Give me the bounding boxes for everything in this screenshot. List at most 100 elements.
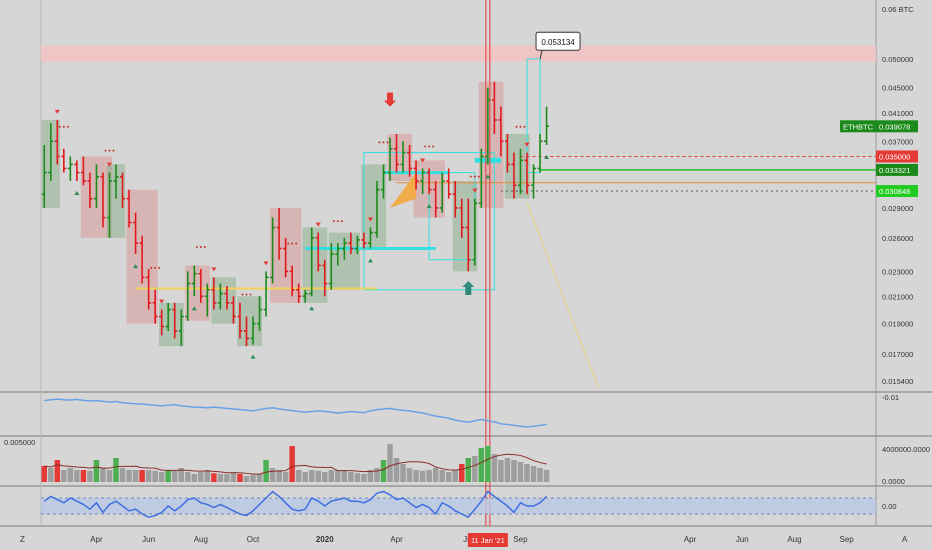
price-tick-label: 0.041000 xyxy=(882,109,913,118)
up-triangle xyxy=(133,264,139,269)
corner-right: A xyxy=(902,535,908,544)
volume-bar xyxy=(374,468,380,482)
time-tick-label: Aug xyxy=(194,535,208,544)
volume-bar xyxy=(185,472,191,482)
up-triangle xyxy=(250,354,256,359)
symbol-tag xyxy=(840,120,876,133)
price-tag xyxy=(876,163,918,176)
price-tag xyxy=(876,150,918,163)
volume-bar xyxy=(380,460,387,482)
price-tick-label: 0.050000 xyxy=(882,55,913,64)
down-triangle xyxy=(106,162,112,167)
time-highlight xyxy=(467,533,508,547)
volume-bar xyxy=(485,446,491,482)
wedge xyxy=(390,172,417,208)
rsi-tick-label: -0.01 xyxy=(882,393,899,402)
cyan-box xyxy=(363,152,495,291)
time-tick-label: Apr xyxy=(684,535,697,544)
volume-bar xyxy=(67,468,74,482)
volume-bar xyxy=(459,464,465,482)
time-tick-label: Jun xyxy=(736,535,749,544)
down-triangle xyxy=(524,142,530,147)
signal-dot xyxy=(473,175,476,178)
swing-box xyxy=(211,277,237,324)
volume-bar xyxy=(198,472,204,482)
signal-dot xyxy=(291,242,294,245)
signal-dot xyxy=(62,125,65,128)
volume-bar xyxy=(393,458,400,482)
price-tick-label: 0.026000 xyxy=(882,234,913,243)
volume-bar xyxy=(478,448,485,482)
price-tick-label: 0.023000 xyxy=(882,267,913,276)
volume-ma xyxy=(44,453,547,475)
volume-bar xyxy=(465,458,472,482)
volume-bar xyxy=(171,470,178,482)
swing-box xyxy=(478,81,504,208)
volume-bar xyxy=(517,462,524,482)
up-triangle xyxy=(426,204,432,209)
volume-bar xyxy=(145,470,152,482)
callout-pointer xyxy=(539,50,543,59)
time-tick-label: Sep xyxy=(513,535,528,544)
volume-bar xyxy=(269,468,276,482)
volume-bar xyxy=(406,468,413,482)
signal-dot xyxy=(287,242,290,245)
price-tag xyxy=(876,185,918,198)
signal-dot xyxy=(428,145,431,148)
signal-dot xyxy=(241,293,244,296)
volume-bar xyxy=(504,458,511,482)
volume-bar xyxy=(387,444,393,482)
volume-bar xyxy=(224,474,230,482)
up-triangle xyxy=(191,306,197,311)
volume-left-label: 0.005000 xyxy=(4,438,35,447)
volume-bar xyxy=(295,470,302,482)
volume-bar xyxy=(348,472,354,482)
volume-bar xyxy=(48,468,54,482)
volume-bar xyxy=(445,472,452,482)
volume-bar xyxy=(178,468,184,482)
volume-bar xyxy=(328,470,335,482)
signal-dot xyxy=(108,149,111,152)
price-tag-label: 0.039078 xyxy=(879,122,910,131)
volume-bar xyxy=(61,470,67,482)
volume-bar xyxy=(204,470,211,482)
signal-dot xyxy=(295,242,298,245)
symbol-tag-label: ETHBTC xyxy=(843,122,874,131)
down-triangle xyxy=(472,188,478,193)
resistance-zone xyxy=(41,45,876,62)
volume-bar xyxy=(74,470,80,482)
swing-box xyxy=(504,133,530,199)
time-tick-label: Apr xyxy=(90,535,103,544)
volume-bar xyxy=(93,460,100,482)
signal-dot xyxy=(424,145,427,148)
volume-bar xyxy=(106,470,113,482)
price-tick-label: 0.019000 xyxy=(882,320,913,329)
volume-bar xyxy=(119,468,126,482)
osc-tick-label: 0.00 xyxy=(882,502,897,511)
price-tick-label: 0.017000 xyxy=(882,350,913,359)
callout-text: 0.053134 xyxy=(541,38,575,47)
up-triangle xyxy=(74,190,80,195)
volume-bar xyxy=(230,472,237,482)
price-tag xyxy=(876,120,918,133)
volume-bar xyxy=(439,470,445,482)
signal-dot xyxy=(432,145,435,148)
signal-dot xyxy=(523,125,526,128)
signal-dot xyxy=(386,141,389,144)
price-tick-label: 0.021000 xyxy=(882,292,913,301)
volume-bar xyxy=(41,466,48,482)
signal-dot xyxy=(378,141,381,144)
price-tick-label: 0.06 BTC xyxy=(882,5,914,14)
volume-bar xyxy=(289,446,295,482)
volume-bar xyxy=(341,470,348,482)
volume-bar xyxy=(400,464,406,482)
sell-arrow xyxy=(384,92,397,107)
signal-dot xyxy=(150,266,153,269)
buy-arrow xyxy=(462,281,475,296)
volume-bar xyxy=(361,474,367,482)
volume-bar xyxy=(113,458,119,482)
volume-bar xyxy=(335,470,341,482)
price-tick-label: 0.015400 xyxy=(882,377,913,386)
volume-bar xyxy=(491,454,498,482)
